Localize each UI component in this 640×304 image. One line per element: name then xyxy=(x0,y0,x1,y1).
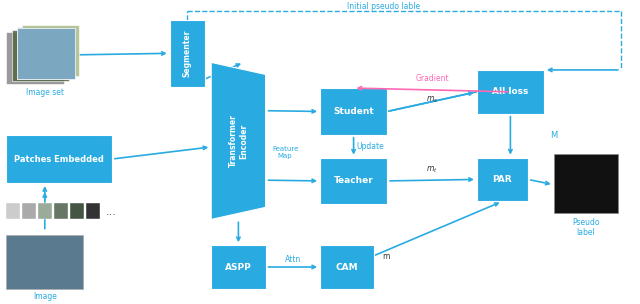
Text: PAR: PAR xyxy=(493,175,512,184)
FancyBboxPatch shape xyxy=(320,245,374,289)
Text: Update: Update xyxy=(357,142,385,151)
Text: Patches Embedded: Patches Embedded xyxy=(14,154,104,164)
Text: Transformer
Encoder: Transformer Encoder xyxy=(228,115,248,167)
FancyBboxPatch shape xyxy=(17,27,74,79)
Text: Image: Image xyxy=(33,292,57,301)
Text: ASPP: ASPP xyxy=(225,262,252,271)
FancyBboxPatch shape xyxy=(54,203,68,219)
Polygon shape xyxy=(211,62,266,219)
FancyBboxPatch shape xyxy=(6,234,83,289)
FancyBboxPatch shape xyxy=(17,28,75,79)
FancyBboxPatch shape xyxy=(86,203,100,219)
Text: $m_t$: $m_t$ xyxy=(426,164,438,175)
Text: Image set: Image set xyxy=(26,88,64,97)
FancyBboxPatch shape xyxy=(477,157,528,201)
Text: Feature
Map: Feature Map xyxy=(272,147,298,160)
FancyBboxPatch shape xyxy=(22,203,36,219)
FancyBboxPatch shape xyxy=(554,154,618,213)
FancyBboxPatch shape xyxy=(477,70,544,114)
Text: CAM: CAM xyxy=(336,262,358,271)
Text: Student: Student xyxy=(333,107,374,116)
Text: Gradient: Gradient xyxy=(415,74,449,83)
Text: Segmenter: Segmenter xyxy=(182,29,192,77)
FancyBboxPatch shape xyxy=(6,32,64,84)
FancyBboxPatch shape xyxy=(6,135,112,183)
FancyBboxPatch shape xyxy=(6,203,20,219)
Text: m: m xyxy=(382,252,389,261)
FancyBboxPatch shape xyxy=(38,203,52,219)
FancyBboxPatch shape xyxy=(170,20,205,87)
FancyBboxPatch shape xyxy=(320,157,387,204)
FancyBboxPatch shape xyxy=(320,88,387,135)
Text: $m_s$: $m_s$ xyxy=(426,95,438,105)
Text: Attn: Attn xyxy=(285,255,301,264)
FancyBboxPatch shape xyxy=(211,245,266,289)
FancyBboxPatch shape xyxy=(70,203,84,219)
Text: M: M xyxy=(550,131,557,140)
Text: All loss: All loss xyxy=(492,87,529,96)
Text: ...: ... xyxy=(106,207,116,217)
Text: Pseudo
label: Pseudo label xyxy=(572,218,599,237)
FancyBboxPatch shape xyxy=(22,25,79,76)
FancyBboxPatch shape xyxy=(12,30,69,81)
Text: Teacher: Teacher xyxy=(333,176,374,185)
Text: Initial pseudo lable: Initial pseudo lable xyxy=(348,2,420,11)
